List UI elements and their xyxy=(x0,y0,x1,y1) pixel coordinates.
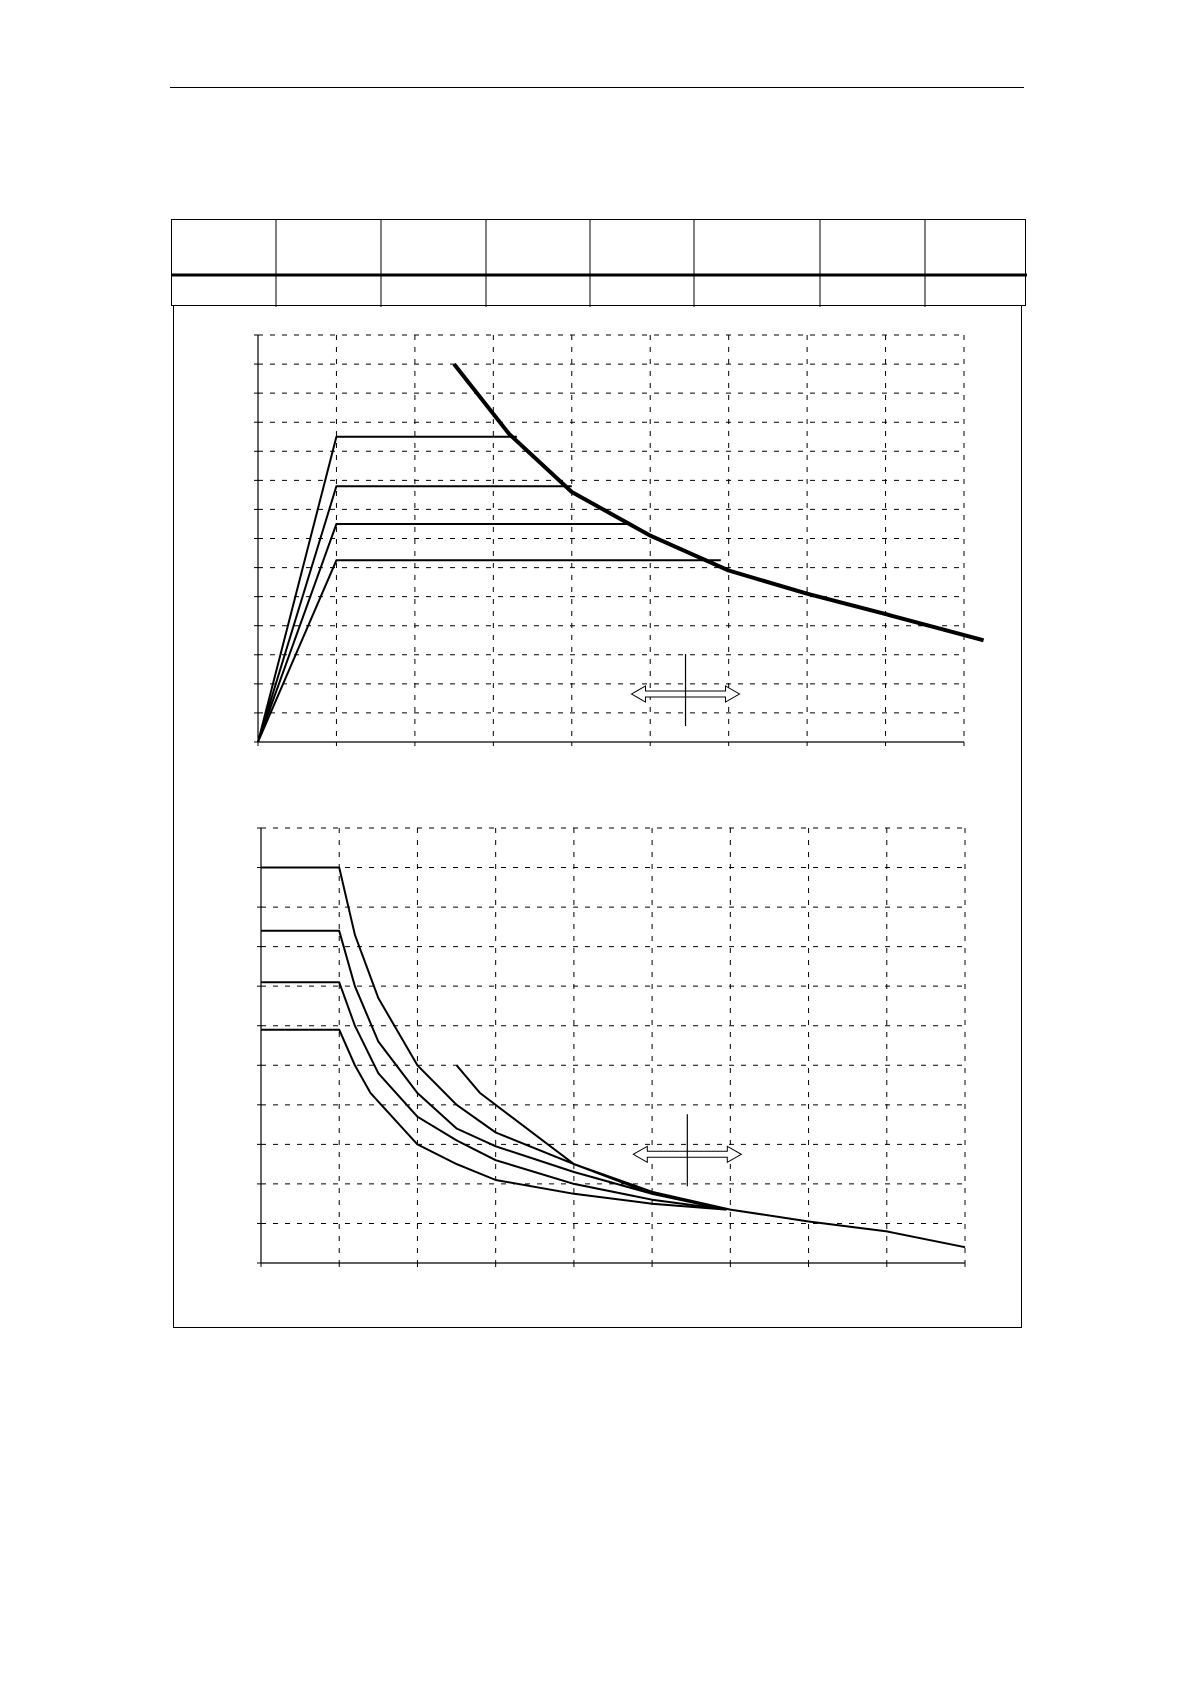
spec-table-columns xyxy=(275,220,926,307)
series-line-3 xyxy=(257,485,572,743)
chart-2 xyxy=(257,827,966,1267)
figure-box xyxy=(173,306,1022,1328)
chart-1 xyxy=(254,334,985,746)
series-line-5 xyxy=(257,559,721,743)
series-line-2 xyxy=(257,435,517,743)
series-line-1 xyxy=(452,362,985,643)
series-line-1 xyxy=(261,866,966,1249)
series-line-2 xyxy=(261,929,727,1211)
series-line-5 xyxy=(455,1064,727,1211)
series-line-3 xyxy=(261,981,727,1211)
header-rule xyxy=(170,87,1024,88)
series-line-4 xyxy=(261,1028,727,1211)
spec-table xyxy=(171,219,1027,307)
series-line-4 xyxy=(257,523,631,743)
double-arrow-icon xyxy=(630,654,741,727)
spec-table-grid xyxy=(172,220,1027,307)
double-arrow-icon xyxy=(632,1114,743,1187)
